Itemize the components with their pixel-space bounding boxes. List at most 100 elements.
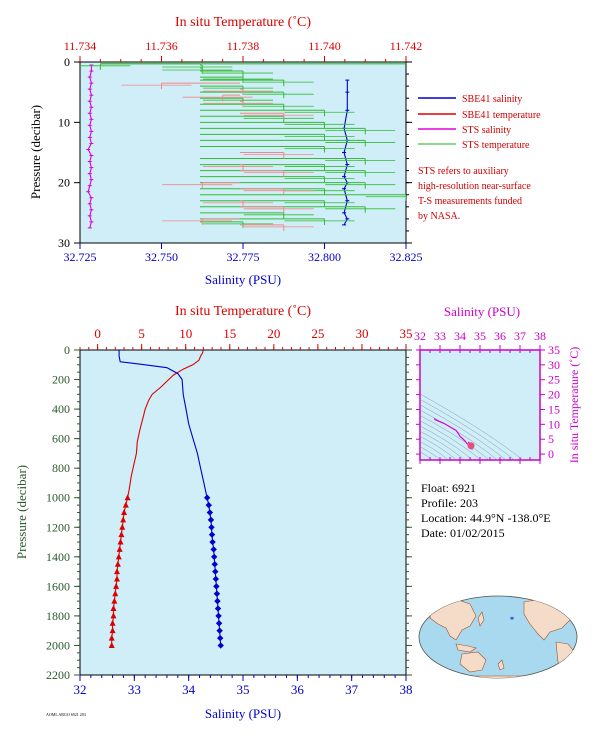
top-pressure-tick-label: 0 bbox=[64, 55, 70, 69]
bottom-salinity-tick-label: 34 bbox=[182, 682, 196, 697]
top-salinity-tick-label: 32.775 bbox=[227, 250, 260, 264]
bottom-temperature-point bbox=[114, 560, 121, 567]
bottom-temperature-tick-label: 35 bbox=[400, 326, 413, 341]
bottom-temperature-point bbox=[119, 523, 126, 530]
bottom-pressure-tick-label: 200 bbox=[52, 373, 70, 387]
bottom-temperature-point bbox=[116, 545, 123, 552]
ts-density-contour bbox=[420, 393, 524, 460]
bottom-temperature-tick-label: 15 bbox=[223, 326, 236, 341]
bottom-salinity-point bbox=[207, 516, 215, 524]
bottom-temperature-line bbox=[111, 350, 204, 646]
top-pressure-tick-label: 30 bbox=[58, 236, 70, 250]
bottom-panel: 32 33 34 35 36 37 38 0 5 10 15 20 25 30 35 0 200 400 600 80… bbox=[14, 304, 413, 721]
bottom-pressure-tick-label: 1800 bbox=[46, 609, 70, 623]
world-map: * bbox=[418, 595, 578, 679]
bottom-pressure-tick-label: 600 bbox=[52, 432, 70, 446]
bottom-salinity-point bbox=[209, 538, 216, 546]
bottom-temperature-point bbox=[110, 605, 117, 612]
top-salinity-tick-label: 32.800 bbox=[308, 250, 341, 264]
ts-temperature-tick-label: 5 bbox=[548, 432, 554, 446]
ts-salinity-tick-label: 33 bbox=[434, 329, 446, 343]
ts-density-contour bbox=[420, 436, 457, 460]
bottom-temperature-point bbox=[114, 568, 121, 575]
bottom-temperature-point bbox=[117, 538, 124, 545]
top-temperature-axis-title: In situ Temperature (˚C) bbox=[175, 15, 311, 30]
bottom-temperature-point bbox=[109, 619, 116, 626]
ts-density-contour bbox=[420, 451, 433, 460]
bottom-salinity-point bbox=[203, 494, 211, 501]
top-salinity-tick-label: 32.725 bbox=[64, 250, 97, 264]
bottom-pressure-tick-label: 400 bbox=[52, 402, 70, 416]
bottom-temperature-axis-title: In situ Temperature (˚C) bbox=[175, 304, 311, 319]
ts-temperature-tick-label: 25 bbox=[548, 373, 560, 387]
bottom-temperature-point bbox=[111, 597, 118, 604]
bottom-pressure-tick-label: 2000 bbox=[46, 638, 70, 652]
top-salinity-tick-label: 32.825 bbox=[390, 250, 423, 264]
bottom-salinity-point bbox=[208, 531, 216, 538]
bottom-pressure-tick-label: 1200 bbox=[46, 520, 70, 534]
top-series-group bbox=[80, 63, 406, 231]
top-legend: SBE41 salinity SBE41 temperature STS sal… bbox=[418, 94, 541, 222]
ts-deep-cluster bbox=[467, 442, 475, 450]
landmass-antarctica bbox=[419, 675, 577, 678]
sts-note-line-1: STS refers to auxiliary bbox=[418, 166, 509, 177]
legend-label-sbe41-temperature: SBE41 temperature bbox=[462, 110, 541, 121]
ts-density-contour bbox=[420, 399, 515, 460]
bottom-salinity-point bbox=[215, 620, 223, 627]
bottom-salinity-tick-label: 32 bbox=[74, 682, 87, 697]
legend-label-sts-temperature: STS temperature bbox=[462, 140, 530, 151]
bottom-salinity-tick-label: 36 bbox=[291, 682, 305, 697]
bottom-pressure-axis-title: Pressure (decibar) bbox=[14, 465, 29, 559]
bottom-temperature-point bbox=[121, 509, 128, 515]
ts-temperature-tick-label: 10 bbox=[548, 417, 560, 431]
bottom-salinity-point bbox=[214, 605, 222, 612]
bottom-salinity-point bbox=[212, 568, 219, 575]
top-pressure-tick-label: 20 bbox=[58, 176, 70, 190]
top-sts-salinity-line bbox=[87, 65, 92, 229]
ts-salinity-tick-label: 32 bbox=[414, 329, 426, 343]
bottom-temperature-tick-label: 5 bbox=[138, 326, 145, 341]
bottom-salinity-point bbox=[217, 642, 224, 649]
bottom-pressure-tick-label: 0 bbox=[64, 343, 70, 357]
bottom-salinity-tick-label: 35 bbox=[237, 682, 250, 697]
bottom-pressure-tick-label: 1600 bbox=[46, 579, 70, 593]
bottom-salinity-point bbox=[208, 524, 215, 531]
ts-density-contour bbox=[420, 420, 482, 460]
top-axes-group: 32.725 32.750 32.775 32.800 32.825 11.734 11.7… bbox=[58, 39, 423, 264]
bottom-temperature-point bbox=[122, 501, 129, 508]
landmass-japan bbox=[477, 611, 485, 627]
bottom-pressure-tick-label: 800 bbox=[52, 461, 70, 475]
legend-label-sts-salinity: STS salinity bbox=[462, 125, 511, 136]
bottom-temperature-point bbox=[108, 641, 115, 648]
bottom-temperature-point bbox=[124, 494, 131, 501]
bottom-temperature-point bbox=[118, 531, 125, 538]
top-temperature-tick-label: 11.738 bbox=[227, 39, 260, 53]
bottom-temperature-tick-label: 20 bbox=[267, 326, 280, 341]
landmass-australia bbox=[459, 651, 487, 673]
bottom-temperature-point bbox=[108, 634, 115, 641]
ts-salinity-axis-title: Salinity (PSU) bbox=[444, 304, 520, 319]
bottom-series-group bbox=[108, 350, 224, 649]
bottom-temperature-point bbox=[115, 553, 122, 560]
bottom-salinity-point bbox=[210, 546, 217, 553]
sts-note-line-2: high-resolution near-surface bbox=[418, 181, 531, 192]
top-temperature-tick-label: 11.740 bbox=[308, 39, 341, 53]
sts-note-line-4: by NASA. bbox=[418, 211, 460, 222]
top-salinity-tick-label: 32.750 bbox=[145, 250, 178, 264]
ts-plot-area bbox=[419, 349, 541, 461]
landmass-new-zealand bbox=[497, 659, 505, 671]
sts-note-line-3: T-S measurements funded bbox=[418, 196, 522, 207]
bottom-salinity-point bbox=[213, 583, 220, 590]
bottom-salinity-point bbox=[214, 597, 221, 605]
bottom-salinity-point bbox=[205, 501, 212, 509]
ts-temperature-tick-label: 30 bbox=[548, 358, 560, 372]
float-info: Float: 6921 Profile: 203 Location: 44.9°… bbox=[421, 481, 551, 540]
bottom-temperature-tick-label: 25 bbox=[311, 326, 324, 341]
landmass-indonesia bbox=[455, 643, 477, 653]
float-id: Float: 6921 bbox=[421, 481, 476, 495]
profile-number: Profile: 203 bbox=[421, 496, 478, 510]
ts-temperature-tick-label: 0 bbox=[548, 447, 554, 461]
top-temperature-tick-label: 11.734 bbox=[64, 39, 97, 53]
